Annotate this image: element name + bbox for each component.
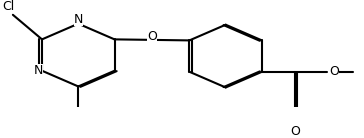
Text: O: O xyxy=(290,124,300,138)
Text: N: N xyxy=(74,13,83,26)
Text: O: O xyxy=(329,65,339,78)
Text: Cl: Cl xyxy=(2,0,14,13)
Text: O: O xyxy=(147,30,157,43)
Text: N: N xyxy=(34,64,43,77)
